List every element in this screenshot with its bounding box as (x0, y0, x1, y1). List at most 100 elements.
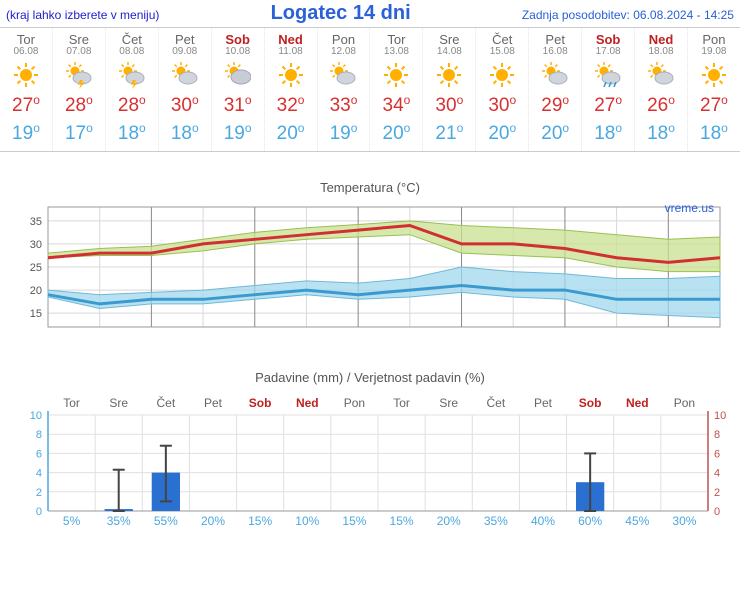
temp-high: 33o (318, 95, 370, 117)
svg-text:4: 4 (714, 468, 720, 480)
svg-text:Ned: Ned (626, 396, 649, 410)
day-name: Tor (370, 32, 422, 47)
temp-low: 20o (370, 123, 422, 145)
day-date: 15.08 (476, 46, 528, 57)
forecast-day: Pet09.0830o18o (159, 28, 212, 151)
temp-low: 19o (0, 123, 52, 145)
temp-chart: vreme.us 1520253035 (8, 197, 732, 342)
watermark: vreme.us (665, 201, 714, 215)
day-date: 12.08 (318, 46, 370, 57)
svg-text:8: 8 (36, 429, 42, 441)
day-date: 07.08 (53, 46, 105, 57)
weather-icon (106, 61, 158, 91)
day-name: Pon (318, 32, 370, 47)
weather-icon (582, 61, 634, 91)
weather-icon (476, 61, 528, 91)
svg-text:25: 25 (30, 262, 42, 274)
svg-text:Čet: Čet (157, 395, 176, 410)
svg-text:20%: 20% (437, 514, 461, 527)
forecast-day: Čet08.0828o18o (106, 28, 159, 151)
weather-icon (53, 61, 105, 91)
svg-text:0: 0 (714, 506, 720, 518)
svg-text:Pet: Pet (534, 396, 553, 410)
temp-high: 34o (370, 95, 422, 117)
temp-high: 27o (0, 95, 52, 117)
day-date: 08.08 (106, 46, 158, 57)
temp-high: 27o (582, 95, 634, 117)
day-name: Sob (582, 32, 634, 47)
svg-text:Pet: Pet (204, 396, 223, 410)
forecast-day: Sre07.08 28o 17o (53, 28, 106, 151)
svg-text:5%: 5% (63, 514, 81, 527)
weather-icon (423, 61, 475, 91)
day-date: 16.08 (529, 46, 581, 57)
svg-text:35: 35 (30, 216, 42, 228)
day-date: 11.08 (265, 46, 317, 57)
precip-chart-title: Padavine (mm) / Verjetnost padavin (%) (0, 370, 740, 385)
weather-icon (265, 61, 317, 91)
temp-high: 31o (212, 95, 264, 117)
day-name: Sre (53, 32, 105, 47)
svg-text:30: 30 (30, 239, 42, 251)
temp-low: 18o (159, 123, 211, 145)
weather-icon (370, 61, 422, 91)
forecast-day: Čet15.0830o20o (476, 28, 529, 151)
temp-low: 20o (265, 123, 317, 145)
day-name: Pet (529, 32, 581, 47)
svg-text:15%: 15% (248, 514, 272, 527)
temp-low: 21o (423, 123, 475, 145)
svg-text:0: 0 (36, 506, 42, 518)
svg-text:6: 6 (36, 448, 42, 460)
svg-text:Pon: Pon (674, 396, 695, 410)
temp-high: 28o (106, 95, 158, 117)
svg-text:6: 6 (714, 448, 720, 460)
temp-low: 18o (688, 123, 740, 145)
svg-text:Sob: Sob (579, 396, 602, 410)
weather-icon (159, 61, 211, 91)
svg-text:4: 4 (36, 468, 42, 480)
svg-text:8: 8 (714, 429, 720, 441)
svg-text:Tor: Tor (393, 396, 410, 410)
day-name: Ned (635, 32, 687, 47)
temp-high: 28o (53, 95, 105, 117)
temp-low: 17o (53, 123, 105, 145)
svg-text:Sre: Sre (439, 396, 458, 410)
weather-icon (688, 61, 740, 91)
temp-chart-title: Temperatura (°C) (0, 180, 740, 195)
svg-text:2: 2 (36, 487, 42, 499)
svg-text:Sre: Sre (109, 396, 128, 410)
svg-text:10: 10 (714, 410, 726, 422)
forecast-day: Ned18.0826o18o (635, 28, 688, 151)
temp-high: 32o (265, 95, 317, 117)
svg-text:30%: 30% (672, 514, 696, 527)
forecast-day: Sob17.0827o18o (582, 28, 635, 151)
forecast-day: Sre14.0830o21o (423, 28, 476, 151)
day-date: 18.08 (635, 46, 687, 57)
temp-low: 19o (318, 123, 370, 145)
svg-text:20: 20 (30, 285, 42, 297)
weather-icon (0, 61, 52, 91)
forecast-day: Ned11.0832o20o (265, 28, 318, 151)
forecast-strip: Tor06.0827o19oSre07.0828o17oČet08.0828o1… (0, 28, 740, 152)
svg-text:45%: 45% (625, 514, 649, 527)
forecast-day: Sob10.0831o19o (212, 28, 265, 151)
svg-text:20%: 20% (201, 514, 225, 527)
day-name: Čet (106, 32, 158, 47)
weather-icon (635, 61, 687, 91)
menu-hint: (kraj lahko izberete v meniju) (6, 8, 159, 22)
svg-text:10: 10 (30, 410, 42, 422)
day-date: 17.08 (582, 46, 634, 57)
temp-high: 30o (476, 95, 528, 117)
svg-text:40%: 40% (531, 514, 555, 527)
day-name: Sob (212, 32, 264, 47)
day-name: Sre (423, 32, 475, 47)
forecast-day: Pon12.08 33o 19o (318, 28, 371, 151)
svg-text:35%: 35% (107, 514, 131, 527)
temp-high: 29o (529, 95, 581, 117)
temp-low: 19o (212, 123, 264, 145)
temp-low: 18o (635, 123, 687, 145)
svg-text:2: 2 (714, 487, 720, 499)
svg-text:15%: 15% (390, 514, 414, 527)
forecast-day: Pet16.0829o20o (529, 28, 582, 151)
temp-high: 30o (159, 95, 211, 117)
